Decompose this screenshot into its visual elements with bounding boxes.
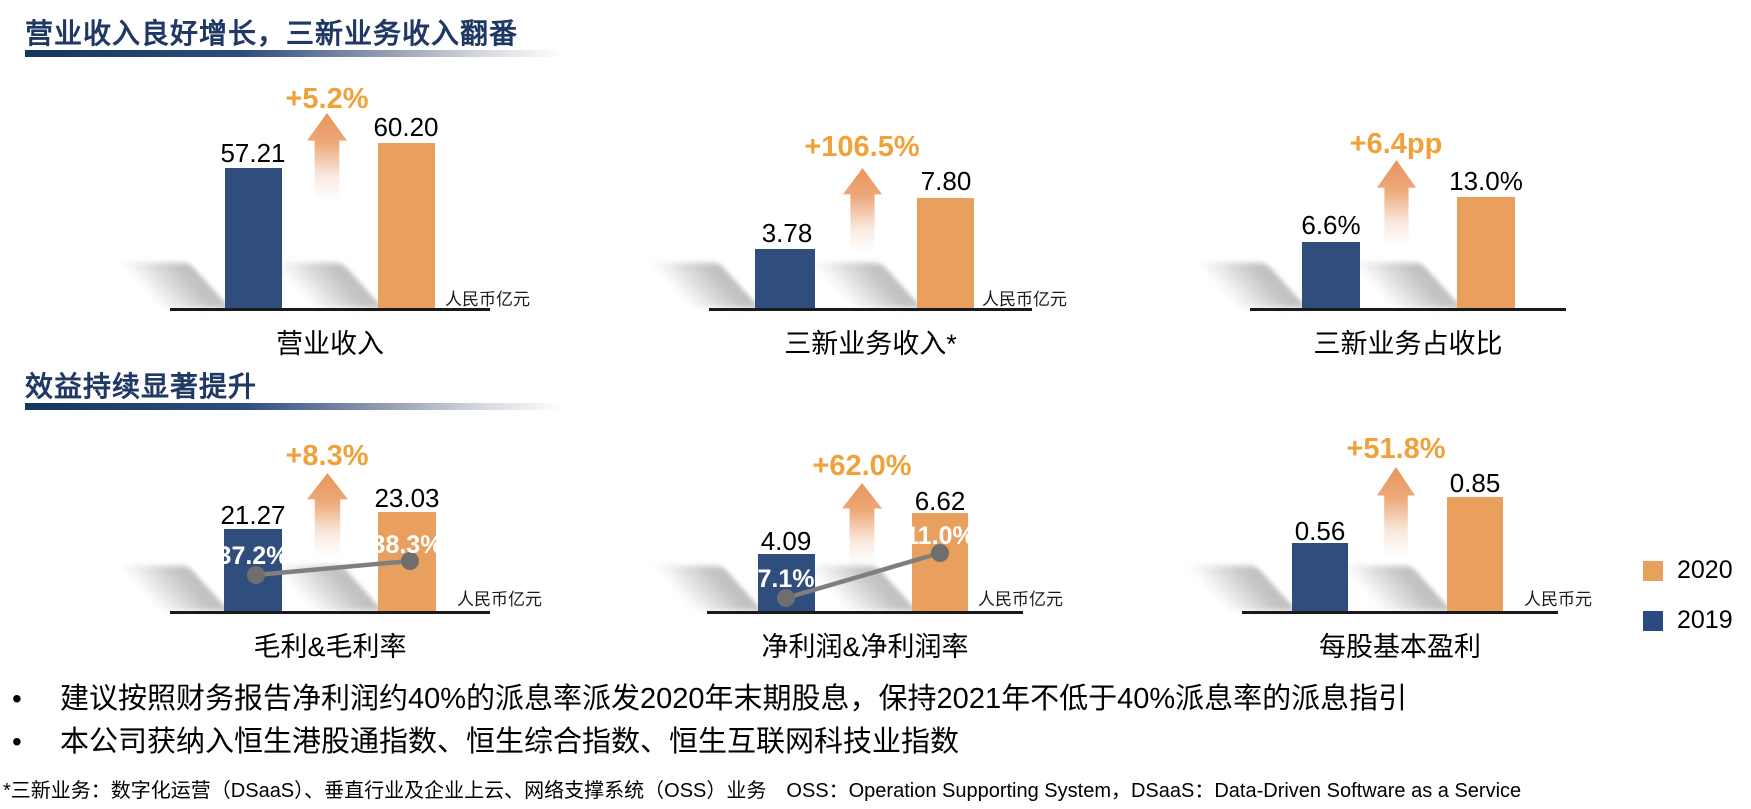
chart-title: 净利润&净利润率 (761, 632, 969, 662)
x-axis (707, 611, 1023, 614)
bullet-list: • 建议按照财务报告净利润约40%的派息率派发2020年末期股息，保持2021年… (12, 682, 1652, 768)
value-2020: 7.80 (920, 166, 972, 196)
chart-net-profit: +62.0% 4.09 6.62 7.1% 11.0% 人民币亿元 净利润&净利… (627, 385, 1063, 670)
change-label: +6.4pp (1349, 128, 1443, 160)
legend-swatch-2019 (1643, 610, 1663, 631)
bar-shadow (1171, 263, 1307, 308)
chart-title: 每股基本盈利 (1319, 632, 1481, 662)
change-label: +8.3% (285, 440, 369, 472)
margin-2020: 11.0% (905, 522, 975, 550)
change-label: +106.5% (804, 131, 920, 163)
x-axis (709, 308, 1032, 311)
bar-shadow (624, 263, 760, 308)
bar-shadow (94, 263, 231, 308)
bar-2019 (1292, 543, 1348, 611)
unit-label: 人民币亿元 (445, 290, 530, 309)
bar-2019 (755, 249, 815, 308)
legend-item-2019: 2019 (1643, 606, 1733, 635)
bar-2020 (917, 198, 974, 308)
legend-item-2020: 2020 (1643, 556, 1733, 585)
growth-arrow-icon (307, 113, 347, 205)
chart-title: 三新业务占收比 (1313, 329, 1503, 359)
bullet-item: • 本公司获纳入恒生港股通指数、恒生综合指数、恒生互联网科技业指数 (12, 725, 1652, 759)
x-axis (1242, 611, 1558, 614)
value-2020: 23.03 (374, 483, 440, 513)
bar-2020 (378, 143, 435, 308)
chart-title: 三新业务收入* (784, 329, 957, 359)
change-label: +62.0% (812, 450, 912, 482)
unit-label: 人民币元 (1524, 590, 1592, 609)
legend-label: 2019 (1677, 606, 1733, 634)
bar-2019 (1302, 242, 1360, 308)
bullet-text: 建议按照财务报告净利润约40%的派息率派发2020年末期股息，保持2021年不低… (60, 683, 1408, 715)
x-axis (170, 611, 490, 614)
change-label: +5.2% (285, 83, 369, 115)
section1-title: 营业收入良好增长，三新业务收入翻番 (25, 18, 519, 49)
unit-label: 人民币亿元 (982, 290, 1067, 309)
chart-title: 毛利&毛利率 (253, 632, 407, 662)
bar-2020 (1457, 197, 1515, 308)
chart-three-new-revenue: +106.5% 3.78 7.80 人民币亿元 三新业务收入* (624, 60, 1067, 360)
value-2019: 21.27 (220, 500, 286, 530)
bullet-text: 本公司获纳入恒生港股通指数、恒生综合指数、恒生互联网科技业指数 (60, 726, 960, 758)
bullet-dot-icon: • (12, 683, 22, 714)
bar-shadow (1161, 566, 1297, 611)
unit-label: 人民币亿元 (457, 590, 542, 609)
growth-arrow-icon (1377, 467, 1415, 562)
bar-2020 (1447, 497, 1503, 611)
chart-eps: +51.8% 0.56 0.85 人民币元 每股基本盈利 (1161, 385, 1592, 670)
value-2020: 6.62 (914, 486, 966, 516)
chart-title: 营业收入 (276, 329, 384, 359)
value-2019: 57.21 (220, 138, 286, 168)
chart-three-new-share: +6.4pp 6.6% 13.0% 三新业务占收比 (1171, 60, 1566, 360)
margin-2020: 38.3% (371, 531, 443, 559)
x-axis (170, 308, 490, 311)
value-2019: 3.78 (761, 218, 813, 248)
chart-gross-profit: +8.3% 21.27 23.03 37.2% 38.3% 人民币亿元 毛利&毛… (93, 385, 542, 670)
x-axis (1250, 308, 1566, 311)
margin-2019: 37.2% (217, 542, 289, 570)
value-2019: 6.6% (1301, 210, 1361, 240)
bullet-item: • 建议按照财务报告净利润约40%的派息率派发2020年末期股息，保持2021年… (12, 682, 1652, 716)
legend-label: 2020 (1677, 556, 1733, 584)
value-2020: 60.20 (373, 112, 439, 142)
margin-trend-line (777, 544, 949, 607)
bar-2019 (225, 168, 282, 308)
footnote: *三新业务：数字化运营（DSaaS）、垂直行业及企业上云、网络支撑系统（OSS）… (3, 780, 1522, 802)
section2-title: 效益持续显著提升 (25, 371, 258, 402)
chart-revenue: +5.2% 57.21 60.20 人民币亿元 营业收入 (94, 60, 530, 360)
value-2019: 4.09 (760, 526, 812, 556)
margin-trend-line (247, 552, 419, 584)
section1-underline (25, 50, 570, 57)
value-2020: 0.85 (1449, 468, 1501, 498)
legend: 2020 2019 (1643, 556, 1733, 656)
change-label: +51.8% (1346, 433, 1446, 465)
value-2020: 13.0% (1449, 166, 1523, 196)
legend-swatch-2020 (1643, 560, 1663, 581)
bullet-dot-icon: • (12, 726, 22, 757)
section2-underline (25, 403, 570, 410)
unit-label: 人民币亿元 (978, 590, 1063, 609)
growth-arrow-icon (843, 168, 882, 256)
value-2019: 0.56 (1294, 516, 1346, 546)
margin-2019: 7.1% (757, 565, 815, 593)
